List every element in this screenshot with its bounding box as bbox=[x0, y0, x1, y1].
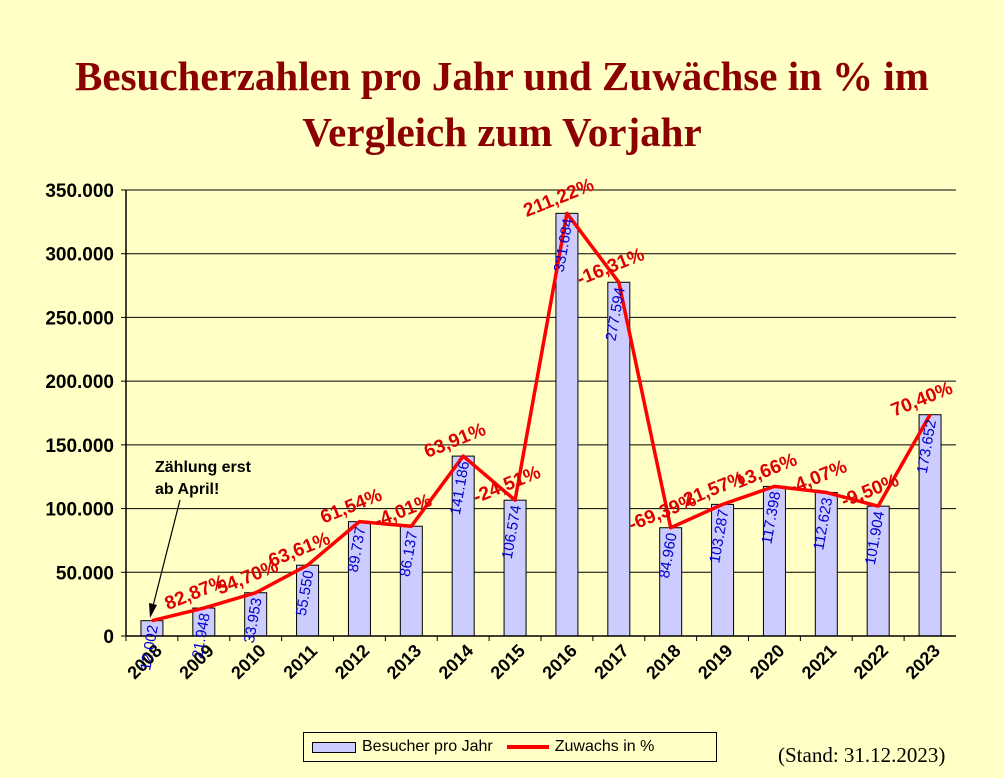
x-tick-label: 2013 bbox=[383, 641, 425, 683]
growth-line-path bbox=[151, 211, 932, 623]
chart-title-line2: Vergleich zum Vorjahr bbox=[302, 109, 702, 155]
x-tick-label: 2015 bbox=[487, 641, 529, 683]
legend-swatch-bars bbox=[312, 741, 356, 753]
grid-lines bbox=[126, 189, 956, 573]
x-tick-label: 2018 bbox=[642, 641, 684, 683]
y-tick-label: 250.000 bbox=[45, 308, 114, 329]
x-tick-label: 2014 bbox=[435, 641, 477, 683]
chart-title-line1: Besucherzahlen pro Jahr und Zuwächse in … bbox=[75, 53, 929, 99]
legend-swatch-line bbox=[506, 745, 549, 749]
y-tick-label: 150.000 bbox=[45, 436, 114, 457]
legend-label-bars: Besucher pro Jahr bbox=[362, 738, 493, 755]
growth-line bbox=[151, 211, 932, 623]
bars bbox=[140, 212, 942, 637]
status-note: (Stand: 31.12.2023) bbox=[778, 743, 946, 767]
x-tick-label: 2023 bbox=[902, 641, 944, 683]
chart-title: Besucherzahlen pro Jahr und Zuwächse in … bbox=[0, 48, 1004, 160]
x-tick-label: 2012 bbox=[331, 641, 373, 683]
annotation: Zählung erst ab April! bbox=[149, 459, 252, 618]
x-tick-label: 2010 bbox=[227, 641, 269, 683]
x-tick-label: 2021 bbox=[798, 641, 840, 683]
x-tick-label: 2011 bbox=[279, 641, 321, 683]
legend: Besucher pro Jahr Zuwachs in % bbox=[303, 732, 717, 762]
legend-item-line: Zuwachs in % bbox=[501, 738, 655, 756]
y-tick-label: 50.000 bbox=[56, 563, 114, 584]
x-tick-label: 2017 bbox=[590, 641, 632, 683]
annotation-arrowhead bbox=[149, 603, 157, 618]
y-tick-label: 0 bbox=[103, 627, 114, 648]
y-tick-label: 350.000 bbox=[45, 181, 114, 202]
y-tick-label: 300.000 bbox=[45, 245, 114, 266]
annotation-line1: Zählung erst bbox=[155, 459, 252, 476]
x-tick-label: 2020 bbox=[746, 641, 788, 683]
bar bbox=[555, 212, 579, 637]
y-tick-label: 200.000 bbox=[45, 372, 114, 393]
x-tick-label: 2022 bbox=[850, 641, 892, 683]
x-tick-label: 2016 bbox=[538, 641, 580, 683]
legend-label-line: Zuwachs in % bbox=[554, 738, 655, 755]
annotation-arrow bbox=[152, 499, 181, 607]
legend-item-bars: Besucher pro Jahr bbox=[312, 738, 493, 756]
y-axis-ticks: 0 50.000 100.000 150.000 200.000 250.000 300.0… bbox=[45, 181, 126, 648]
y-tick-label: 100.000 bbox=[45, 500, 114, 521]
x-tick-label: 2019 bbox=[694, 641, 736, 683]
annotation-line2: ab April! bbox=[155, 481, 219, 498]
